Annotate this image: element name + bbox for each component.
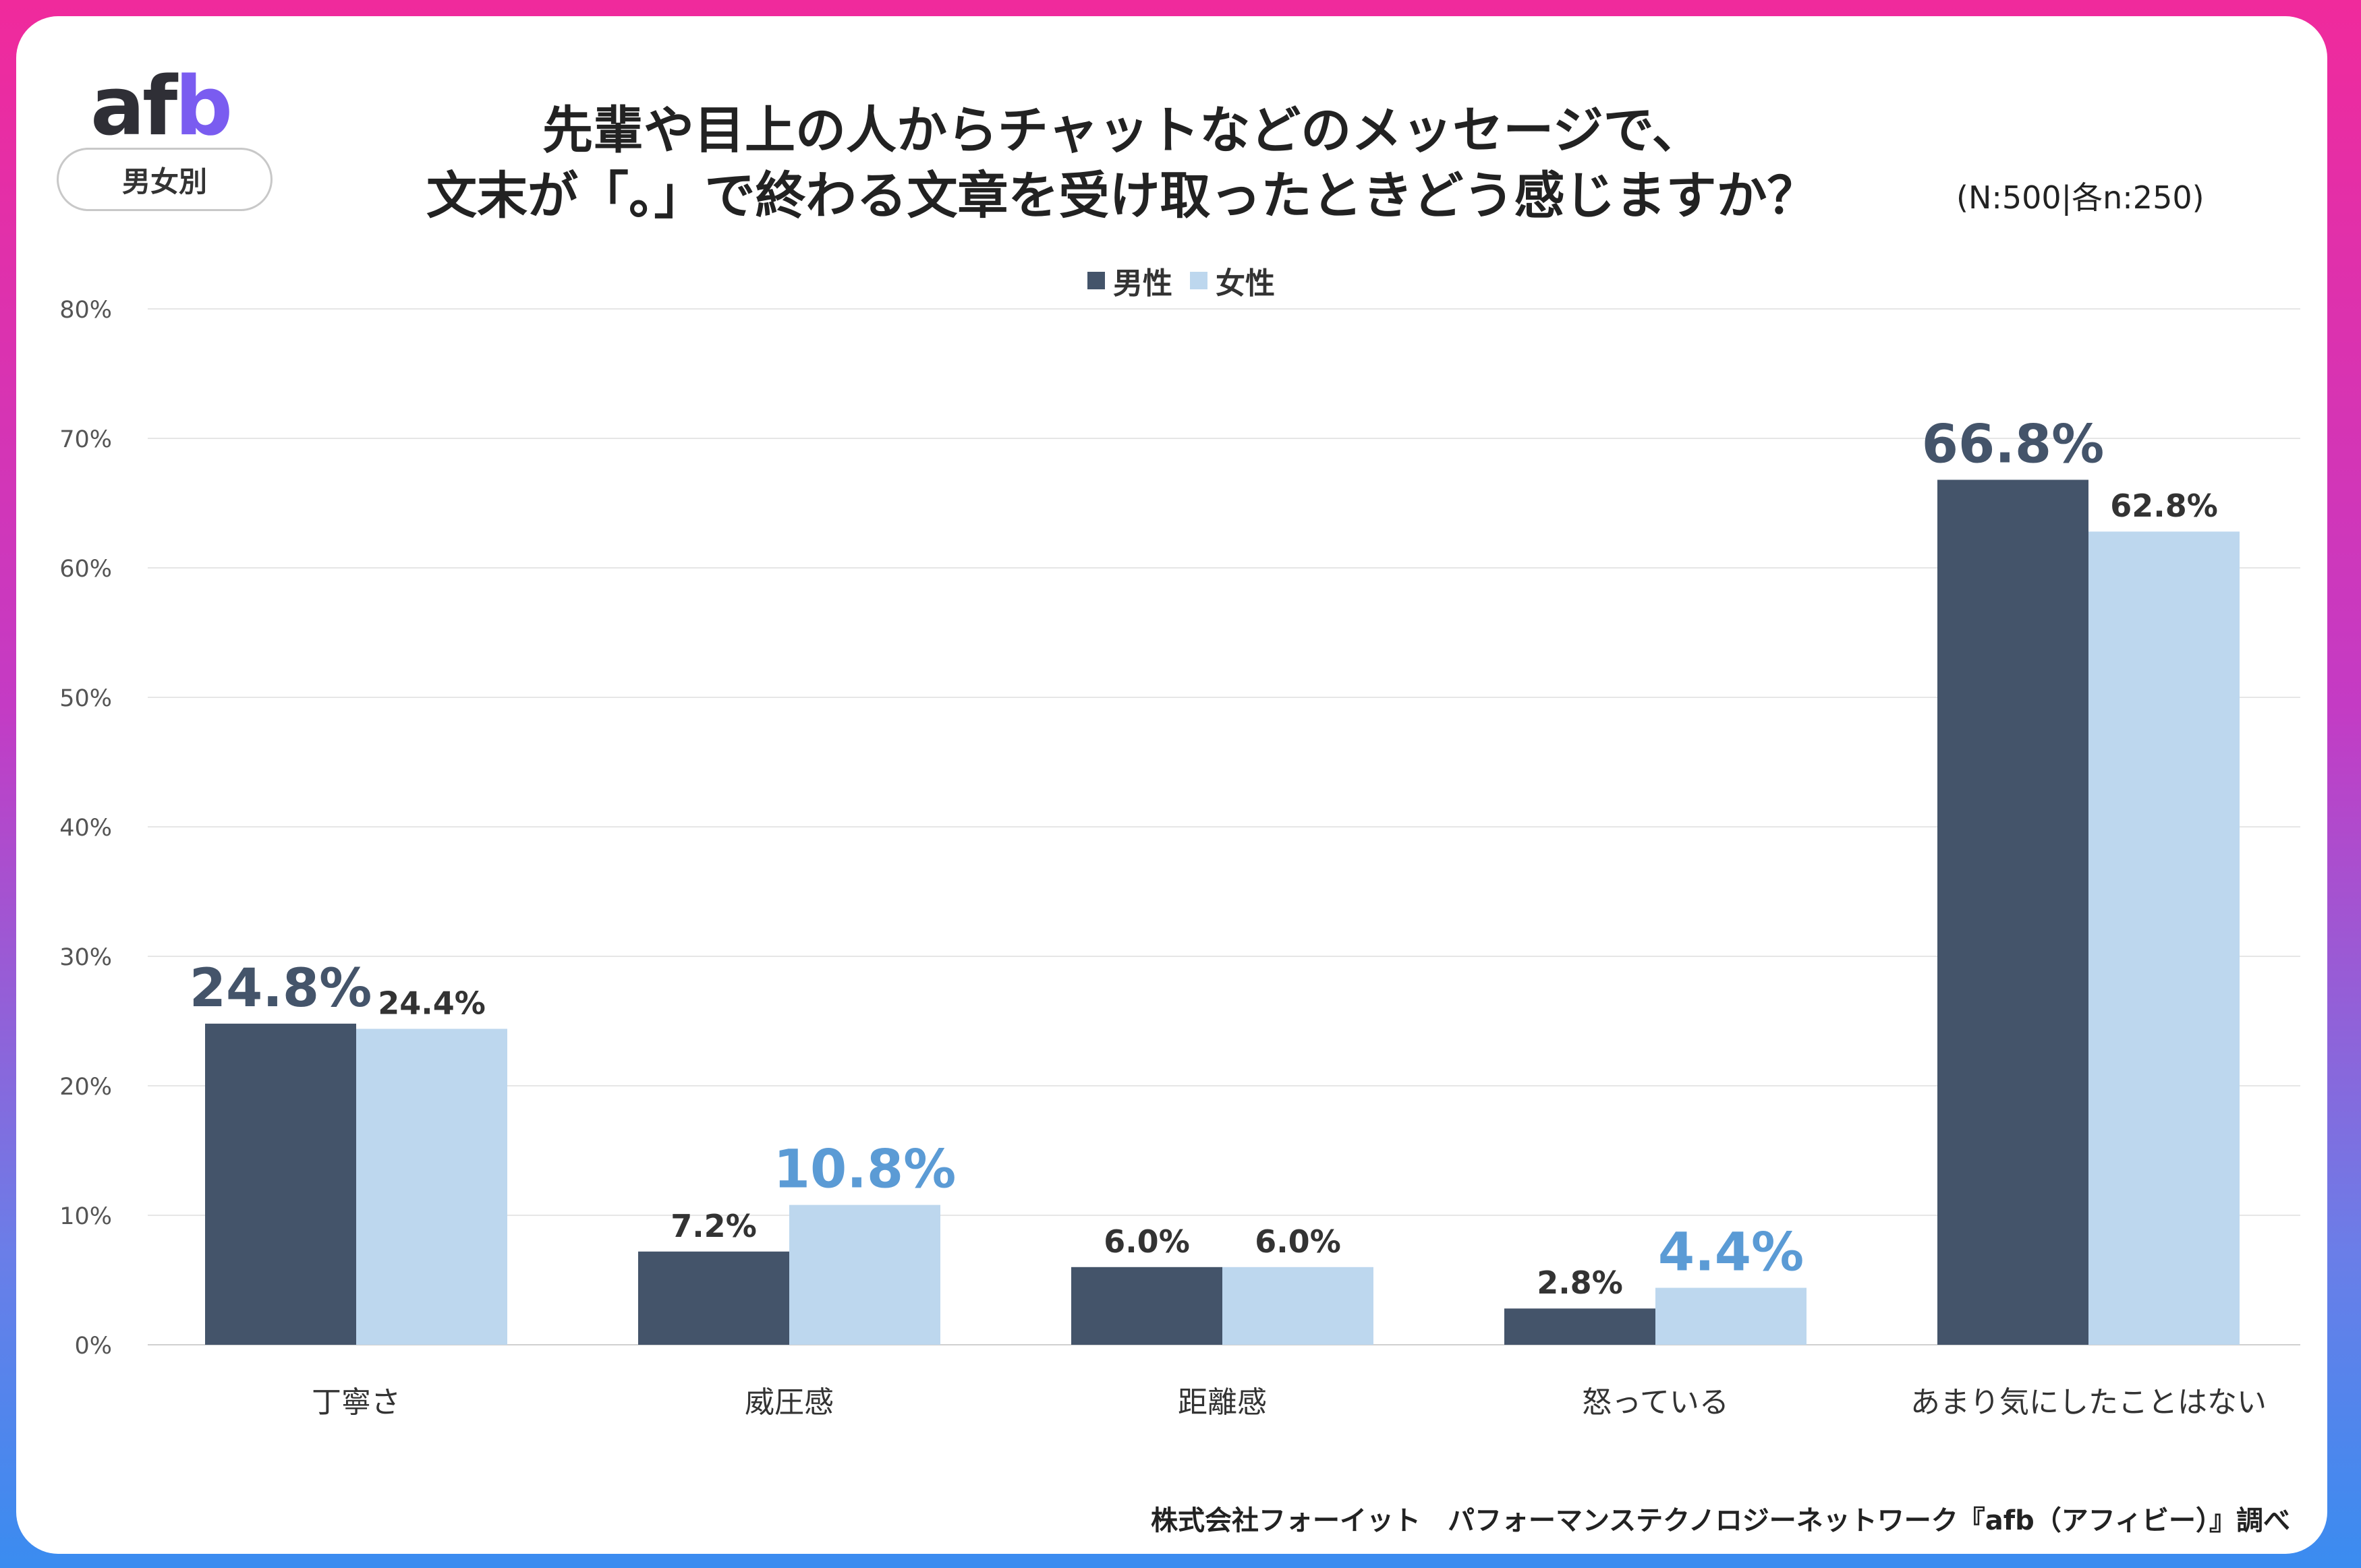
y-tick-label: 10% xyxy=(59,1203,112,1230)
data-label: 24.4% xyxy=(378,985,486,1022)
legend-item-female: 女性 xyxy=(1190,259,1275,302)
y-tick-label: 20% xyxy=(59,1074,112,1101)
legend-label-male: 男性 xyxy=(1113,266,1172,301)
bar xyxy=(1222,1267,1373,1345)
y-tick-label: 50% xyxy=(59,685,112,712)
gender-badge: 男女別 xyxy=(57,148,273,211)
x-tick-label: 威圧感 xyxy=(745,1385,834,1420)
bar xyxy=(1504,1308,1655,1345)
y-tick-label: 40% xyxy=(59,815,112,842)
data-label: 7.2% xyxy=(671,1208,757,1244)
data-label: 66.8% xyxy=(1922,414,2105,475)
bar xyxy=(1655,1287,1807,1345)
data-label: 6.0% xyxy=(1255,1223,1341,1260)
bar xyxy=(1937,480,2088,1345)
legend: 男性 女性 xyxy=(1087,259,1275,302)
sample-note: (N:500|各n:250) xyxy=(1956,179,2204,216)
data-label: 6.0% xyxy=(1104,1223,1190,1260)
legend-label-female: 女性 xyxy=(1216,266,1275,301)
legend-swatch-male xyxy=(1087,272,1105,289)
bar xyxy=(356,1028,507,1345)
bar-chart: 0% 10% 20% 30% 40% 50% 60% 70% 80% 24.8% 24.4% 丁寧さ 7… xyxy=(59,297,2300,1420)
card: afb 男女別 先輩や目上の人からチャットなどのメッセージで、 文末が「。」で終… xyxy=(16,16,2327,1554)
y-tick-label: 0% xyxy=(74,1333,112,1360)
y-tick-label: 70% xyxy=(59,426,112,453)
data-label: 10.8% xyxy=(774,1140,957,1200)
legend-swatch-female xyxy=(1190,272,1207,289)
x-tick-label: 怒っている xyxy=(1582,1385,1729,1420)
bar xyxy=(638,1251,789,1345)
data-label: 4.4% xyxy=(1658,1223,1804,1283)
afb-logo: afb xyxy=(90,60,233,154)
bar xyxy=(1071,1267,1222,1345)
x-tick-label: あまり気にしたことはない xyxy=(1910,1385,2267,1420)
bar xyxy=(2088,531,2240,1345)
x-tick-label: 丁寧さ xyxy=(312,1385,401,1420)
title-line-1: 先輩や目上の人からチャットなどのメッセージで、 xyxy=(542,100,1703,160)
bar xyxy=(789,1204,940,1345)
y-tick-label: 60% xyxy=(59,556,112,583)
x-tick-label: 距離感 xyxy=(1178,1385,1267,1420)
data-label: 62.8% xyxy=(2110,488,2218,524)
bar xyxy=(205,1023,356,1345)
title-line-2: 文末が「。」で終わる文章を受け取ったときどう感じますか？ xyxy=(426,166,1818,225)
y-tick-label: 80% xyxy=(59,297,112,324)
source-credit: 株式会社フォーイット パフォーマンステクノロジーネットワーク『afb（アフィビー… xyxy=(1150,1505,2290,1536)
y-tick-label: 30% xyxy=(59,944,112,971)
data-label: 2.8% xyxy=(1537,1265,1623,1301)
data-label: 24.8% xyxy=(190,958,372,1019)
legend-item-male: 男性 xyxy=(1087,259,1172,302)
